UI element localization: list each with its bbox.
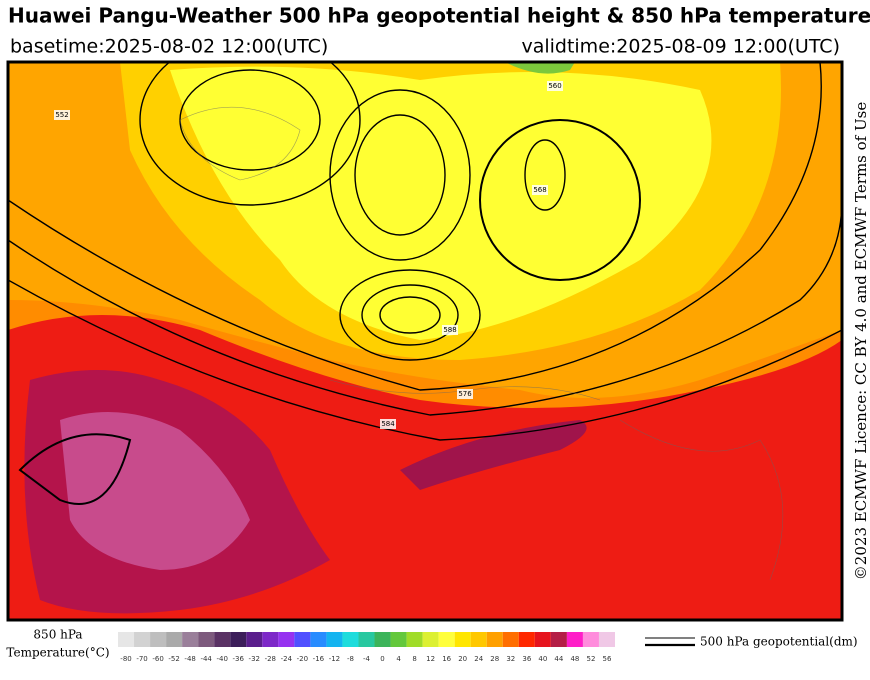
colorbar-label: 56 [603,655,612,663]
colorbar-label: 0 [380,655,384,663]
colorbar: -80 -70 -60 -52 -48 -44 -40 -36 -32 -28 -24 -20 -16-… [118,632,615,663]
colorbar-label: -24 [281,655,293,663]
contour-label: 560 [548,82,561,90]
colorbar-swatch [518,632,535,647]
colorbar-label: 20 [458,655,467,663]
contour-label: 584 [381,420,395,428]
colorbar-swatch [326,632,343,647]
colorbar-label: -60 [152,655,163,663]
colorbar-label: 32 [506,655,515,663]
colorbar-swatch [406,632,423,647]
colorbar-label: -44 [200,655,212,663]
cold-patch [505,62,575,74]
contour-label: 568 [533,186,546,194]
colorbar-swatch [534,632,551,647]
colorbar-label: 44 [554,655,563,663]
contour-label: 588 [443,326,456,334]
contour-label-box [547,81,563,91]
colorbar-swatch [166,632,183,647]
colorbar-swatch [550,632,567,647]
colorbar-swatch [182,632,199,647]
colorbar-label: -40 [216,655,227,663]
colorbar-label: -4 [363,655,371,663]
licence: ©2023 ECMWF Licence: CC BY 4.0 and ECMWF… [852,102,870,581]
contours [8,62,842,505]
colorbar-label: 24 [474,655,483,663]
map-frame [6,60,844,622]
cool-region [170,66,712,341]
colorbar-label: -20 [297,655,308,663]
contour-label: 552 [55,111,68,119]
hot-band [400,420,587,490]
contour-label-box [54,110,70,120]
colorbar-title: Temperature(°C) [6,646,109,660]
extreme-region [60,412,250,570]
colorbar-swatch [438,632,455,647]
colorbar-label: 36 [522,655,531,663]
colorbar-label: -70 [136,655,147,663]
contour-label-box [442,325,458,335]
colorbar-swatch [214,632,231,647]
contour-label-box [457,389,473,399]
colorbar-label: -12 [329,655,340,663]
colorbar-label: -36 [233,655,245,663]
colorbar-swatch [134,632,151,647]
colorbar-swatch [278,632,295,647]
colorbar-label: 8 [412,655,416,663]
legend-label: 500 hPa geopotential(dm) [700,635,858,649]
colorbar-swatch [422,632,439,647]
colorbar-label: 40 [538,655,547,663]
contour-label: 576 [458,390,472,398]
contour-labels: 560 576 584 588 552 568 [54,81,563,429]
colorbar-swatch [310,632,327,647]
colorbar-swatch [502,632,519,647]
colorbar-swatch [230,632,247,647]
colorbar-swatch [470,632,487,647]
colorbar-swatch [198,632,215,647]
colorbar-swatch [358,632,375,647]
colorbar-swatch [246,632,263,647]
basetime: basetime:2025-08-02 12:00(UTC) [10,36,328,58]
map: 560 576 584 588 552 568 [8,62,842,620]
colorbar-swatch [118,632,135,647]
colorbar-label: -32 [249,655,260,663]
colorbar-swatch [598,632,615,647]
contour-label-box [532,185,548,195]
colorbar-label: 48 [570,655,579,663]
colorbar-label: 16 [442,655,451,663]
colorbar-swatch [454,632,471,647]
colorbar-label: -52 [168,655,179,663]
colorbar-label: -16 [313,655,325,663]
colorbar-swatch [390,632,407,647]
colorbar-label: -80 [120,655,131,663]
colorbar-swatch [342,632,359,647]
colorbar-label: -8 [347,655,354,663]
title: Huawei Pangu-Weather 500 hPa geopotentia… [8,4,870,28]
colorbar-swatch [486,632,503,647]
contour-label-box [380,419,396,429]
colorbar-label: -28 [265,655,276,663]
colorbar-title: 850 hPa [33,628,82,642]
colorbar-label: 28 [490,655,499,663]
colorbar-swatch [150,632,167,647]
colorbar-swatch [582,632,599,647]
colorbar-swatch [294,632,311,647]
colorbar-label: 12 [426,655,435,663]
colorbar-swatch [262,632,279,647]
colorbar-label: 4 [396,655,401,663]
colorbar-label: -48 [184,655,195,663]
validtime: validtime:2025-08-09 12:00(UTC) [521,36,840,58]
colorbar-label: 52 [586,655,595,663]
colorbar-swatch [566,632,583,647]
colorbar-swatch [374,632,391,647]
